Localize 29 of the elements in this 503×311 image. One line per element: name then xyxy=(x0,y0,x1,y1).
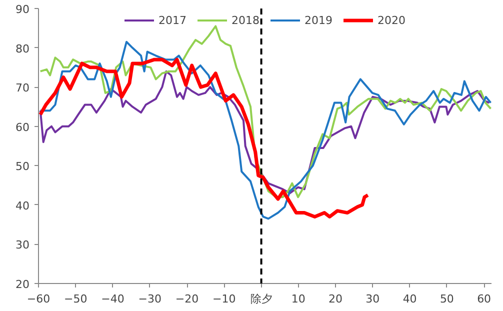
y-tick-label: 90 xyxy=(16,3,30,16)
legend-label: 2018 xyxy=(232,14,260,26)
line-series xyxy=(39,40,492,220)
x-tick-label: 除夕 xyxy=(250,292,272,306)
x-tick-label: −40 xyxy=(101,292,124,306)
y-tick-label: 30 xyxy=(16,238,30,252)
legend-label: 2020 xyxy=(378,14,406,26)
y-tick-label: 60 xyxy=(16,120,30,134)
y-tick-label: 70 xyxy=(16,82,30,95)
y-tick-label: 50 xyxy=(16,160,30,174)
legend-label: 2019 xyxy=(304,14,332,26)
x-tick-label: −30 xyxy=(138,292,162,306)
x-tick-label: 10 xyxy=(291,292,306,306)
y-tick-label: 40 xyxy=(16,199,30,212)
line-series xyxy=(39,25,492,198)
x-tick-label: 20 xyxy=(328,292,343,306)
x-tick-label: 30 xyxy=(366,292,380,306)
x-tick-label: 60 xyxy=(477,292,492,306)
x-tick-label: −20 xyxy=(175,292,199,306)
x-tick-label: −10 xyxy=(212,292,236,306)
line-series xyxy=(39,70,490,194)
x-tick-label: 50 xyxy=(440,292,454,306)
line-series xyxy=(38,58,370,218)
x-tick-label: −50 xyxy=(64,292,88,306)
y-tick-label: 20 xyxy=(16,278,30,291)
y-tick-label: 80 xyxy=(16,42,30,56)
legend-label: 2017 xyxy=(158,14,186,26)
x-tick-label: −60 xyxy=(26,292,50,306)
x-tick-label: 40 xyxy=(402,292,417,306)
